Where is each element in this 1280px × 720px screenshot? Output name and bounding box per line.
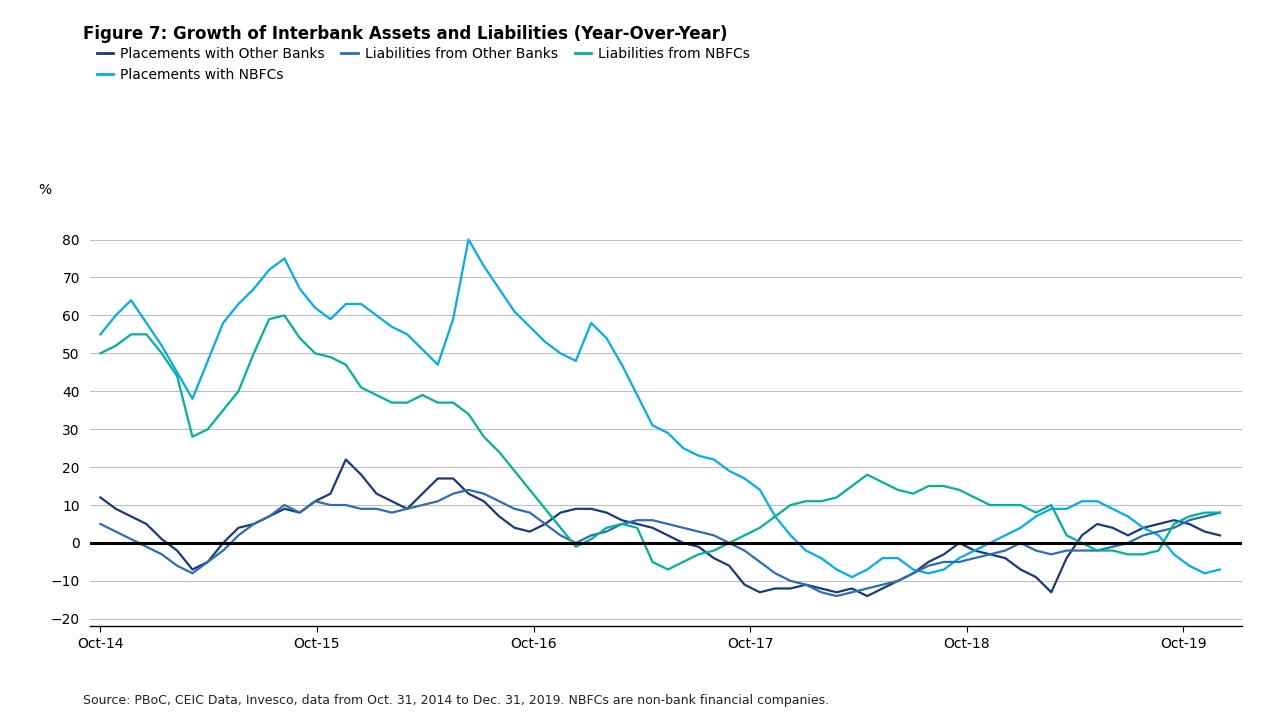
Text: %: % bbox=[38, 184, 51, 197]
Text: Source: PBoC, CEIC Data, Invesco, data from Oct. 31, 2014 to Dec. 31, 2019. NBFC: Source: PBoC, CEIC Data, Invesco, data f… bbox=[83, 694, 829, 707]
Legend: Placements with Other Banks, Placements with NBFCs, Liabilities from Other Banks: Placements with Other Banks, Placements … bbox=[96, 47, 750, 82]
Text: Figure 7: Growth of Interbank Assets and Liabilities (Year-Over-Year): Figure 7: Growth of Interbank Assets and… bbox=[83, 25, 728, 43]
